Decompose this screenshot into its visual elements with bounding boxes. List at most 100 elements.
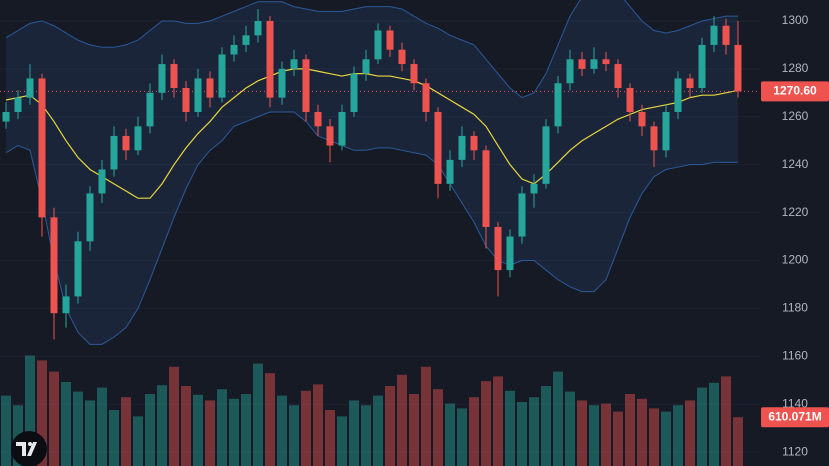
y-tick-label: 1300 bbox=[782, 13, 809, 27]
volume-bar bbox=[601, 403, 611, 466]
candle-body bbox=[74, 241, 82, 297]
band-upper bbox=[5, 0, 738, 99]
candle-body bbox=[14, 97, 22, 112]
candle-body bbox=[434, 111, 442, 184]
candle-body bbox=[326, 126, 334, 146]
candle-body bbox=[530, 183, 538, 194]
volume-bar bbox=[553, 371, 563, 466]
volume-bar bbox=[469, 397, 479, 466]
volume-bar bbox=[61, 382, 71, 466]
volume-bar bbox=[493, 376, 503, 466]
volume-bar bbox=[133, 416, 143, 466]
y-tick-label: 1200 bbox=[782, 253, 809, 267]
candle-body bbox=[734, 44, 742, 92]
volume-bar bbox=[85, 400, 95, 466]
candle-body bbox=[218, 54, 226, 98]
y-tick-label: 1180 bbox=[782, 301, 808, 315]
candle-body bbox=[410, 64, 418, 84]
candle-body bbox=[254, 20, 262, 36]
candle-body bbox=[422, 83, 430, 112]
volume-bar bbox=[73, 391, 83, 466]
candle-body bbox=[602, 59, 610, 65]
volume-bar bbox=[241, 394, 251, 466]
volume-bar bbox=[157, 385, 167, 466]
volume-bar bbox=[193, 394, 203, 466]
volume-bar bbox=[733, 417, 743, 466]
volume-bar bbox=[229, 398, 239, 466]
candle-body bbox=[26, 78, 34, 98]
logo[interactable] bbox=[11, 431, 47, 466]
candle-body bbox=[2, 111, 10, 122]
y-tick-label: 1220 bbox=[782, 205, 809, 219]
volume-bar bbox=[145, 394, 155, 466]
volume-bar bbox=[709, 382, 719, 466]
y-tick-label: 1240 bbox=[782, 157, 809, 171]
volume-bar bbox=[457, 408, 467, 466]
candle-body bbox=[674, 78, 682, 112]
volume-bar bbox=[205, 400, 215, 466]
price-axis: 1120 1140 1160 1180 1200 1220 1240 1260 1280 1300… bbox=[761, 13, 829, 458]
candle-body bbox=[710, 25, 718, 45]
volume-bar bbox=[649, 408, 659, 466]
volume-bar bbox=[445, 403, 455, 466]
candle-body bbox=[662, 111, 670, 151]
candle-body bbox=[362, 59, 370, 74]
candle-body bbox=[458, 135, 466, 160]
volume-bar bbox=[433, 389, 443, 466]
volume-bar bbox=[325, 410, 335, 466]
candle-body bbox=[62, 296, 70, 314]
candle-body bbox=[386, 30, 394, 50]
y-tick-label: 1260 bbox=[782, 109, 809, 123]
volume-bar bbox=[685, 400, 695, 466]
candle-body bbox=[86, 193, 94, 242]
volume-bar bbox=[697, 387, 707, 466]
volume-bar bbox=[49, 371, 59, 466]
candle-body bbox=[278, 68, 286, 98]
last-price-badge bbox=[761, 81, 829, 102]
volume-bar bbox=[121, 397, 131, 466]
volume-bar bbox=[721, 376, 731, 466]
volume-bar bbox=[577, 400, 587, 466]
y-tick-label: 1140 bbox=[782, 396, 808, 410]
candle-body bbox=[686, 78, 694, 89]
candle-body bbox=[578, 59, 586, 69]
candle-body bbox=[638, 111, 646, 127]
candle-body bbox=[470, 135, 478, 151]
grid bbox=[0, 20, 760, 453]
volume-bar bbox=[169, 366, 179, 466]
volume-bar bbox=[25, 355, 35, 466]
candle-body bbox=[506, 236, 514, 271]
candle-body bbox=[626, 88, 634, 112]
volume-bar bbox=[37, 360, 47, 466]
candle-body bbox=[242, 35, 250, 45]
candle-body bbox=[122, 135, 130, 151]
y-tick-label: 1120 bbox=[782, 444, 808, 458]
volume-bar bbox=[265, 373, 275, 466]
candle-body bbox=[302, 59, 310, 112]
candle-body bbox=[338, 111, 346, 146]
volume-bar bbox=[277, 395, 287, 466]
volume-bar bbox=[373, 395, 383, 466]
last-volume-label: 610.071M bbox=[768, 409, 821, 423]
candle-body bbox=[554, 83, 562, 127]
candle-body bbox=[398, 49, 406, 65]
candle-body bbox=[542, 126, 550, 184]
candle-body bbox=[266, 20, 274, 98]
plot-layer bbox=[0, 0, 760, 345]
volume-bar bbox=[613, 411, 623, 466]
volume-bar bbox=[313, 384, 323, 466]
candle-body bbox=[98, 169, 106, 194]
sma-line bbox=[5, 68, 739, 199]
volume-bar bbox=[349, 400, 359, 466]
volume-bar bbox=[541, 386, 551, 466]
candle-body bbox=[38, 78, 46, 218]
y-tick-label: 1280 bbox=[782, 61, 809, 75]
volume-bar bbox=[505, 390, 515, 466]
volume-bar bbox=[409, 394, 419, 466]
volume-bar bbox=[253, 363, 263, 466]
candle-body bbox=[206, 78, 214, 98]
candle-body bbox=[110, 135, 118, 170]
volume-bar bbox=[589, 405, 599, 466]
